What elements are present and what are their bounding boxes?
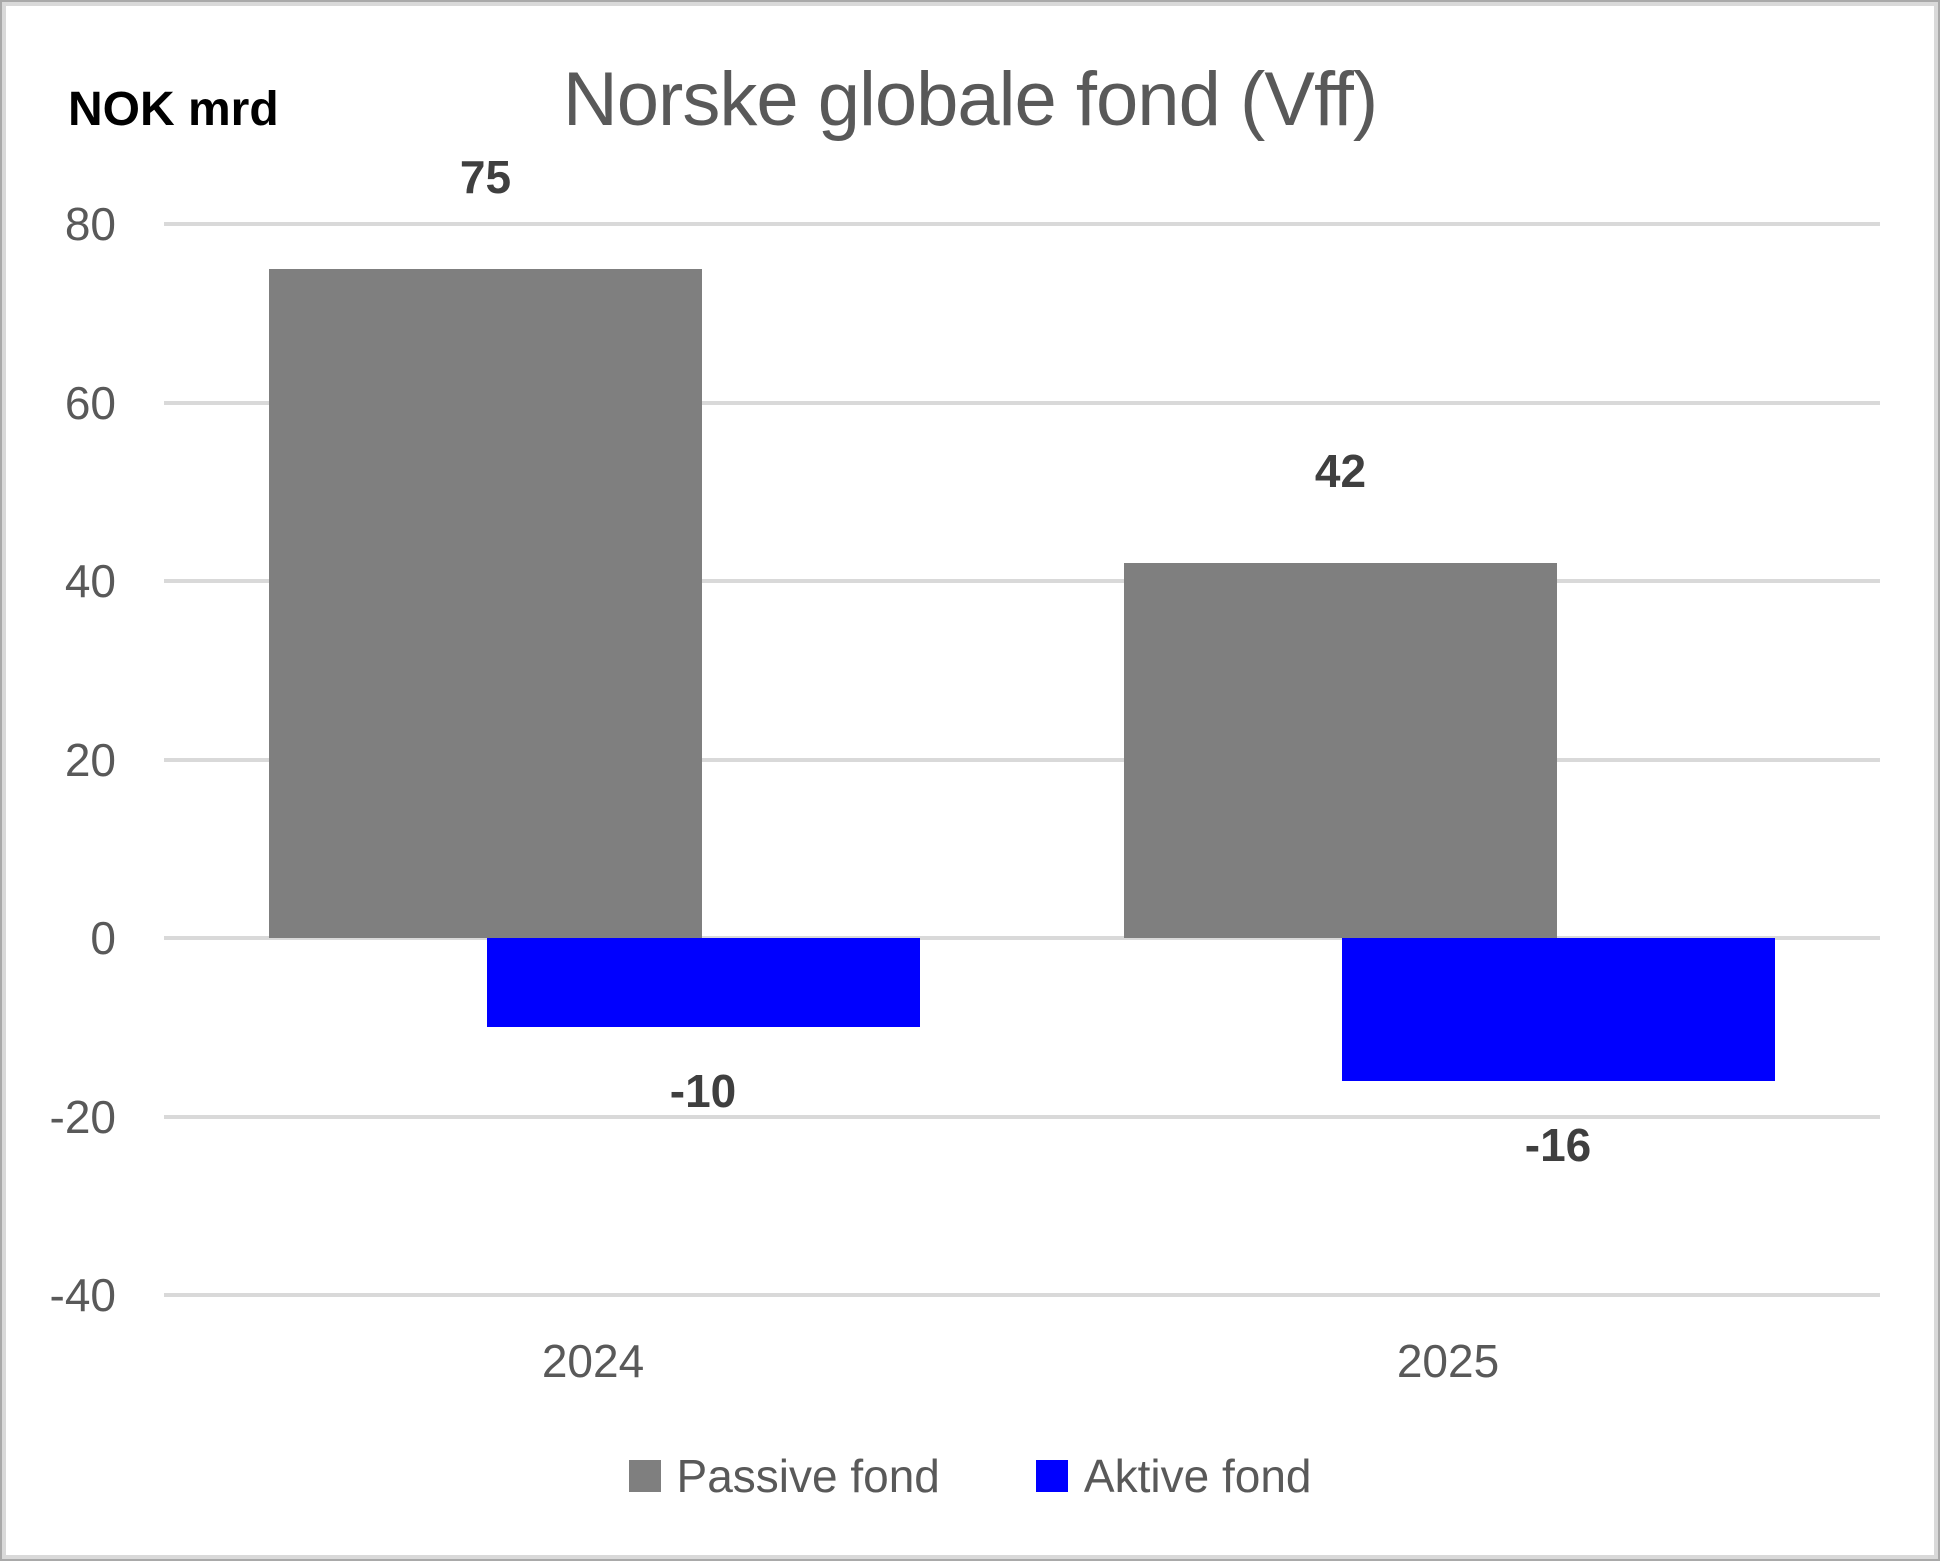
y-tick-label: 20	[64, 733, 116, 786]
y-tick-label: 80	[64, 198, 116, 250]
y-tick-label: -40	[49, 1269, 116, 1321]
data-label: -10	[669, 1065, 737, 1118]
legend-swatch-icon	[1035, 1460, 1068, 1492]
gridline-y40	[164, 579, 1880, 583]
y-tick-label: -20	[49, 1090, 116, 1143]
gridline-y-20	[164, 1114, 1880, 1119]
data-label: 75	[459, 150, 512, 203]
bar-2025-passive-fond	[1124, 563, 1557, 938]
gridline-y0	[164, 936, 1880, 940]
legend-item-passive-fond: Passive fond	[628, 1448, 940, 1504]
gridline-y-40	[164, 1293, 1880, 1297]
data-label: 42	[1314, 445, 1367, 498]
bar-2024-passive-fond	[269, 268, 702, 938]
legend-swatch-icon	[628, 1460, 661, 1492]
y-tick-label: 0	[90, 912, 116, 964]
y-axis-unit-label: NOK mrd	[68, 83, 279, 136]
bar-2025-aktive-fond	[1341, 938, 1775, 1081]
bar-2024-aktive-fond	[486, 938, 920, 1028]
data-label: -16	[1524, 1118, 1592, 1171]
legend-label: Passive fond	[676, 1450, 940, 1502]
legend-item-aktive-fond: Aktive fond	[1035, 1448, 1312, 1504]
y-tick-label: 60	[64, 376, 116, 429]
gridline-y60	[164, 400, 1880, 405]
gridline-y20	[164, 757, 1880, 762]
legend: Passive fond Aktive fond	[6, 1448, 1934, 1504]
legend-label: Aktive fond	[1083, 1450, 1312, 1502]
gridline-y80	[164, 222, 1880, 226]
plot-area: 80 60 40 20 0 -20 -40 75 42 -10 -16 2024 2025	[6, 6, 1934, 1555]
chart-title: Norske globale fond (Vff)	[562, 57, 1378, 142]
x-category-label: 2024	[541, 1335, 645, 1387]
x-category-label: 2025	[1396, 1335, 1500, 1387]
y-tick-label: 40	[64, 555, 116, 607]
